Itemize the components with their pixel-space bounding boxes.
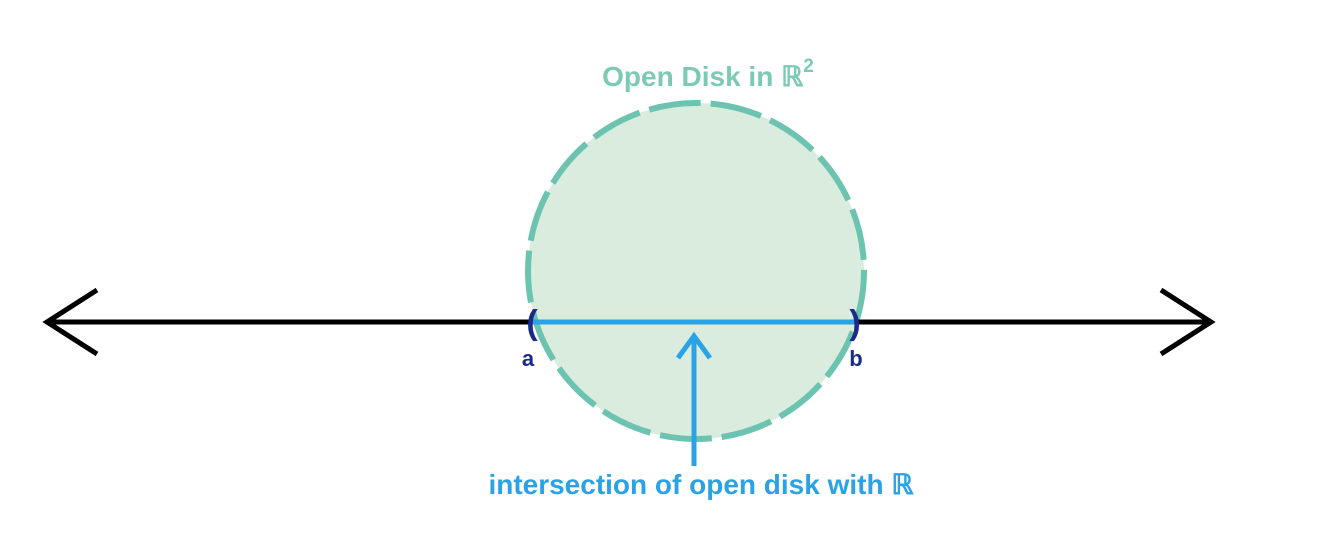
pointer-arrowhead-icon: [675, 331, 713, 360]
right-arrowhead-icon: [1159, 287, 1216, 357]
left-open-bracket: (: [526, 304, 538, 342]
intersection-caption: intersection of open disk with ℝ: [488, 469, 914, 500]
disk-title-superscript: 2: [803, 56, 814, 77]
endpoint-label-b: b: [849, 346, 862, 371]
right-open-bracket: ): [849, 304, 860, 342]
disk-title: Open Disk in ℝ2: [602, 56, 814, 92]
left-arrowhead-icon: [42, 287, 99, 357]
disk-title-text: Open Disk in ℝ: [602, 61, 804, 92]
endpoint-label-a: a: [522, 346, 535, 371]
